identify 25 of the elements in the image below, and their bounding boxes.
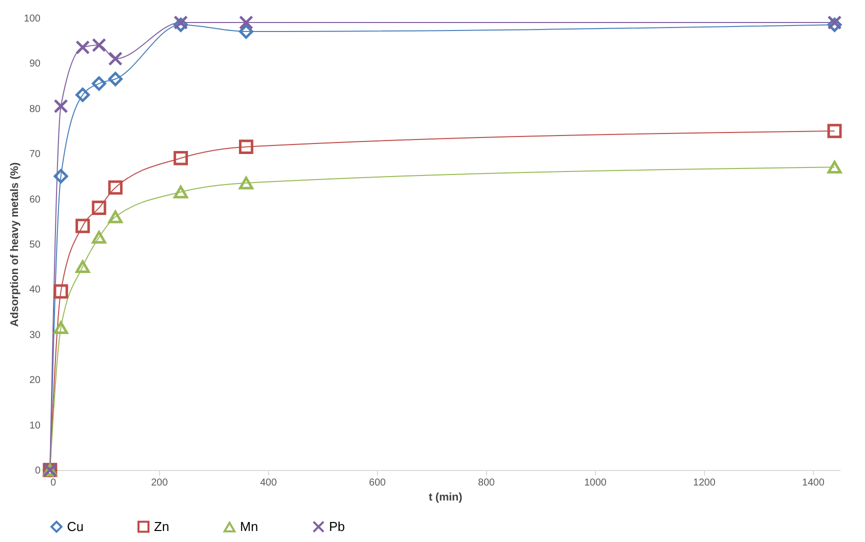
y-tick-label: 70 [29,149,41,160]
x-tick-label: 800 [478,478,496,488]
legend-label: Cu [67,518,84,534]
x-axis-title: t (min) [428,492,463,504]
y-tick-label: 80 [29,104,41,115]
x-tick-label: 1400 [802,478,825,488]
x-tick-label: 400 [260,478,278,488]
y-tick-label: 90 [29,58,41,70]
x-tick-label: 1200 [693,478,716,488]
x-tick-label: 200 [151,478,168,488]
y-axis-title: Adsorption of heavy metals (%) [8,162,21,327]
y-tick-label: 100 [24,14,41,24]
y-tick-label: 0 [34,466,41,476]
x-tick-label: 600 [369,478,386,488]
x-tick-label: 0 [50,478,56,488]
x-tick-label: 1000 [584,478,607,488]
y-tick-label: 10 [29,420,41,432]
legend-label: Pb [329,518,345,534]
y-tick-label: 30 [29,330,41,341]
legend-label: Zn [154,518,170,534]
y-tick-label: 60 [29,194,41,206]
y-tick-label: 40 [29,284,41,296]
y-tick-label: 50 [29,240,41,250]
y-tick-label: 20 [29,375,41,386]
legend-label: Mn [240,519,258,534]
